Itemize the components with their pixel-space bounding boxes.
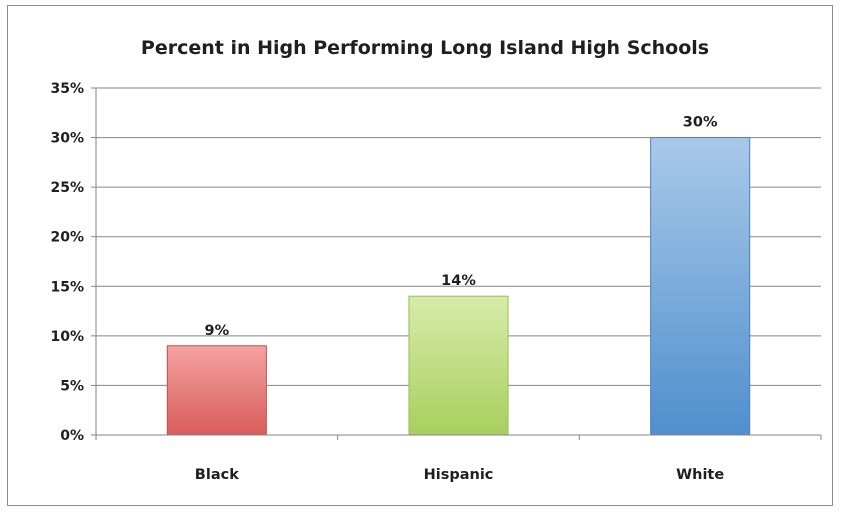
chart-title: Percent in High Performing Long Island H… [141, 37, 709, 59]
y-axis-tick-labels: 0% 5% 10% 15% 20% 25% 30% 35% [50, 81, 84, 444]
bar-hispanic [408, 295, 509, 436]
bar-white [650, 137, 751, 436]
category-label-black: Black [195, 467, 239, 483]
y-tick-label: 0% [60, 428, 84, 444]
y-tick-label: 20% [50, 230, 84, 246]
bar-black [166, 345, 267, 436]
y-tick-label: 25% [50, 180, 84, 196]
data-label-hispanic: 14% [441, 273, 476, 289]
data-labels: 9% 14% 30% [205, 115, 718, 339]
data-label-white: 30% [683, 115, 718, 131]
data-label-black: 9% [205, 323, 230, 339]
axes [95, 88, 822, 440]
y-tick-label: 15% [50, 279, 84, 295]
y-tick-label: 10% [50, 329, 84, 345]
category-label-white: White [676, 467, 724, 483]
category-label-hispanic: Hispanic [424, 467, 494, 483]
x-axis-category-labels: Black Hispanic White [195, 467, 725, 483]
y-tick-label: 30% [50, 131, 84, 147]
y-tick-label: 35% [50, 81, 84, 97]
y-tick-label: 5% [60, 378, 84, 394]
bars [166, 137, 751, 436]
